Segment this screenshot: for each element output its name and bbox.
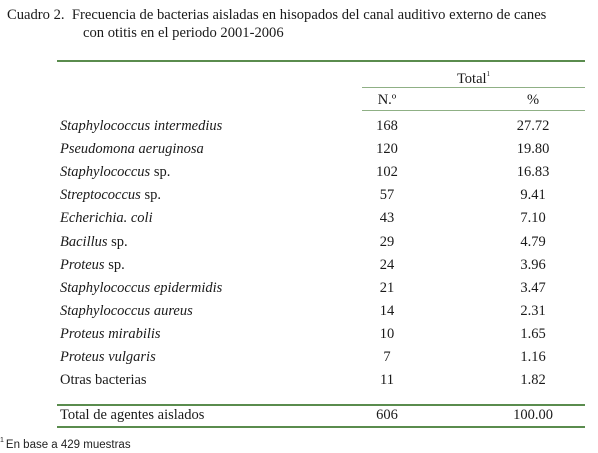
header-percent: % bbox=[526, 92, 540, 108]
bacteria-name: Proteus mirabilis bbox=[60, 323, 161, 345]
bacteria-name-suffix: sp. bbox=[104, 256, 125, 273]
percent-cell: 9.41 bbox=[520, 187, 546, 204]
header-bottom-divider bbox=[362, 110, 585, 111]
bacteria-name: Otras bacterias bbox=[60, 369, 147, 391]
bacteria-name-suffix: sp. bbox=[107, 233, 128, 250]
caption-title-line1: Frecuencia de bacterias aisladas en hiso… bbox=[71, 7, 547, 23]
bacteria-name: Proteus sp. bbox=[60, 254, 125, 276]
table-row: Echerichia. coli 43 7.10 bbox=[57, 207, 585, 229]
count-cell: 29 bbox=[379, 233, 395, 250]
top-rule bbox=[57, 60, 585, 62]
total-percent: 100.00 bbox=[513, 407, 553, 423]
bacteria-name-suffix: Otras bacterias bbox=[60, 372, 147, 389]
table-row: Otras bacterias 11 1.82 bbox=[57, 369, 585, 391]
bacteria-name-italic: Streptococcus bbox=[60, 187, 141, 204]
bacteria-name: Staphylococcus epidermidis bbox=[60, 277, 222, 299]
table-row: Staphylococcus aureus 14 2.31 bbox=[57, 300, 585, 322]
header-total-label: Total bbox=[456, 71, 487, 87]
count-cell: 102 bbox=[376, 164, 398, 181]
percent-cell: 4.79 bbox=[520, 233, 546, 250]
table-row: Staphylococcus sp. 102 16.83 bbox=[57, 161, 585, 183]
count-cell: 120 bbox=[376, 141, 398, 158]
percent-cell: 1.65 bbox=[520, 325, 546, 342]
count-cell: 10 bbox=[379, 325, 395, 342]
count-cell: 43 bbox=[379, 210, 395, 227]
bacteria-name: Streptococcus sp. bbox=[60, 184, 161, 206]
header-divider bbox=[362, 87, 585, 88]
bacteria-name-suffix: sp. bbox=[150, 164, 171, 181]
count-cell: 24 bbox=[379, 256, 395, 273]
bacteria-name-italic: Staphylococcus bbox=[60, 164, 151, 181]
table-row: Bacillus sp. 29 4.79 bbox=[57, 231, 585, 253]
percent-cell: 3.96 bbox=[520, 256, 546, 273]
footnote-mark: 1 bbox=[0, 437, 4, 444]
caption-label: Cuadro 2. bbox=[7, 7, 65, 23]
percent-cell: 1.82 bbox=[520, 372, 546, 389]
percent-cell: 1.16 bbox=[520, 349, 546, 365]
count-cell: 14 bbox=[379, 302, 395, 319]
footnote: 1 En base a 429 muestras bbox=[0, 433, 131, 453]
total-count: 606 bbox=[376, 407, 398, 423]
bacteria-name: Bacillus sp. bbox=[60, 231, 128, 253]
count-cell: 21 bbox=[379, 279, 395, 296]
bacteria-name: Staphylococcus sp. bbox=[60, 161, 170, 183]
total-rule bbox=[57, 404, 585, 406]
table-row: Streptococcus sp. 57 9.41 bbox=[57, 184, 585, 206]
table-row: Proteus mirabilis 10 1.65 bbox=[57, 323, 585, 345]
bacteria-name: Echerichia. coli bbox=[60, 207, 153, 229]
bacteria-name-suffix: sp. bbox=[140, 187, 161, 204]
count-cell: 57 bbox=[379, 187, 395, 204]
bacteria-name-italic: Staphylococcus aureus bbox=[60, 302, 193, 319]
count-cell: 11 bbox=[380, 372, 394, 389]
bacteria-name-italic: Proteus bbox=[60, 256, 105, 273]
header-total-footnote-mark: 1 bbox=[486, 70, 491, 78]
table-row: Proteus vulgaris 7 1.16 bbox=[57, 346, 585, 368]
bottom-rule bbox=[57, 426, 585, 428]
total-label: Total de agentes aislados bbox=[60, 407, 205, 423]
bacteria-name: Pseudomona aeruginosa bbox=[60, 138, 204, 160]
count-cell: 7 bbox=[383, 349, 391, 365]
bacteria-name-italic: Proteus mirabilis bbox=[60, 325, 161, 342]
header-total: Total1 bbox=[362, 64, 585, 89]
bacteria-name-italic: Bacillus bbox=[60, 233, 108, 250]
header-count: N.º bbox=[377, 92, 397, 108]
percent-cell: 2.31 bbox=[520, 302, 546, 319]
caption-title-line2: con otitis en el periodo 2001-2006 bbox=[83, 25, 284, 41]
table-row: Pseudomona aeruginosa 120 19.80 bbox=[57, 138, 585, 160]
table-caption: Cuadro 2. Frecuencia de bacterias aislad… bbox=[7, 6, 592, 42]
count-cell: 168 bbox=[376, 118, 398, 134]
bacteria-name: Staphylococcus aureus bbox=[60, 300, 193, 322]
table-row: Proteus sp. 24 3.96 bbox=[57, 254, 585, 276]
footnote-text: En base a 429 muestras bbox=[5, 439, 131, 451]
bacteria-name-italic: Staphylococcus epidermidis bbox=[60, 279, 223, 296]
total-row: Total de agentes aislados 606 100.00 bbox=[57, 404, 585, 426]
percent-cell: 27.72 bbox=[516, 118, 550, 134]
table-row: Staphylococcus epidermidis 21 3.47 bbox=[57, 277, 585, 299]
bacteria-name-italic: Proteus vulgaris bbox=[60, 349, 156, 365]
bacteria-name-italic: Pseudomona aeruginosa bbox=[60, 141, 204, 158]
percent-cell: 19.80 bbox=[516, 141, 550, 158]
percent-cell: 16.83 bbox=[516, 164, 550, 181]
bacteria-name: Proteus vulgaris bbox=[60, 346, 156, 368]
percent-cell: 7.10 bbox=[520, 210, 546, 227]
bacteria-name-italic: Staphylococcus intermedius bbox=[60, 118, 223, 134]
table-row: Staphylococcus intermedius 168 27.72 bbox=[57, 115, 585, 137]
bacteria-name: Staphylococcus intermedius bbox=[60, 115, 222, 137]
bacteria-name-italic: Echerichia. coli bbox=[60, 210, 153, 227]
percent-cell: 3.47 bbox=[520, 279, 546, 296]
